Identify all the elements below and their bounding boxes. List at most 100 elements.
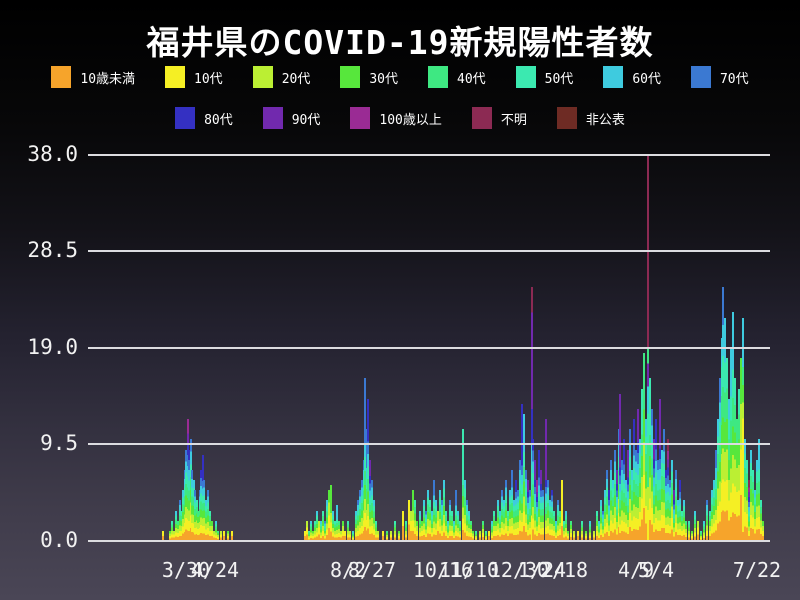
stacked-bar <box>459 521 461 541</box>
stacked-bar <box>540 470 542 541</box>
stacked-bar <box>449 500 451 541</box>
stacked-bar <box>308 531 310 541</box>
stacked-bar <box>669 480 671 541</box>
stacked-bar <box>197 511 199 541</box>
stacked-bar <box>455 490 457 541</box>
stacked-bar <box>748 480 750 541</box>
stacked-bar <box>316 511 318 541</box>
stacked-bar <box>410 511 412 541</box>
stacked-bar <box>752 470 754 541</box>
stacked-bar <box>515 480 517 541</box>
stacked-bar <box>314 521 316 541</box>
stacked-bar <box>629 429 631 541</box>
stacked-bar <box>581 521 583 541</box>
y-tick-label: 38.0 <box>27 142 78 166</box>
stacked-bar <box>441 500 443 541</box>
y-tick-label: 28.5 <box>27 238 78 262</box>
stacked-bar <box>706 500 708 541</box>
stacked-bar <box>310 521 312 541</box>
stacked-bar <box>347 521 349 541</box>
stacked-bar <box>437 511 439 541</box>
stacked-bar <box>462 429 464 541</box>
stacked-bar <box>390 531 392 541</box>
stacked-bar <box>375 521 377 541</box>
stacked-bar <box>336 505 338 541</box>
stacked-bar <box>451 511 453 541</box>
legend-label: 10代 <box>194 71 223 87</box>
stacked-bar <box>643 353 645 541</box>
legend-swatch-icon <box>690 66 711 88</box>
stacked-bar <box>330 485 332 541</box>
stacked-bar <box>425 511 427 541</box>
stacked-bar <box>691 531 693 541</box>
x-tick-label: 1/24 <box>517 558 567 582</box>
x-tick-label: 4/24 <box>190 558 240 582</box>
stacked-bar <box>231 531 233 541</box>
stacked-bar <box>619 394 621 541</box>
stacked-bar <box>318 521 320 541</box>
stacked-bar <box>697 521 699 541</box>
stacked-bar <box>531 287 533 541</box>
legend-label: 90代 <box>291 112 321 128</box>
stacked-bar <box>509 490 511 541</box>
stacked-bar <box>602 511 604 541</box>
stacked-bar <box>185 450 187 541</box>
legend-item: 80代 <box>175 107 233 129</box>
stacked-bar <box>445 511 447 541</box>
stacked-bar <box>532 439 534 541</box>
stacked-bar <box>412 490 414 541</box>
stacked-bar <box>349 531 351 541</box>
stacked-bar <box>475 531 477 541</box>
stacked-bar <box>559 511 561 541</box>
stacked-bar <box>373 500 375 541</box>
stacked-bar <box>553 511 555 541</box>
stacked-bar <box>182 490 184 541</box>
stacked-bar <box>641 389 643 541</box>
stacked-bar <box>188 450 190 541</box>
stacked-bar <box>719 378 721 541</box>
stacked-bar <box>227 531 229 541</box>
stacked-bar <box>746 460 748 541</box>
stacked-bar <box>703 521 705 541</box>
legend-item: 70代 <box>690 66 749 88</box>
x-tick-label: 3/30 <box>161 558 211 582</box>
stacked-bar <box>651 409 653 541</box>
stacked-bar <box>213 531 215 541</box>
legend-label: 30代 <box>369 71 398 87</box>
stacked-bar <box>408 500 410 541</box>
stacked-bar <box>209 511 211 541</box>
stacked-bar <box>625 480 627 541</box>
legend-swatch-icon <box>515 66 536 88</box>
stacked-bar <box>505 480 507 541</box>
stacked-bar <box>545 419 547 541</box>
stacked-bar <box>447 521 449 541</box>
y-tick-label: 19.0 <box>27 335 78 359</box>
x-tick-label: 10/16 <box>412 558 474 582</box>
stacked-bar <box>657 460 659 541</box>
stacked-bar <box>223 531 225 541</box>
stacked-bar <box>555 521 557 541</box>
stacked-bar <box>715 450 717 541</box>
stacked-bar <box>169 531 171 541</box>
stacked-bar <box>482 521 484 541</box>
stacked-bar <box>357 500 359 541</box>
stacked-bar <box>332 511 334 541</box>
stacked-bar <box>326 500 328 541</box>
stacked-bar <box>577 531 579 541</box>
stacked-bar <box>563 521 565 541</box>
stacked-bar <box>523 414 525 541</box>
stacked-bar <box>217 531 219 541</box>
stacked-bar <box>573 531 575 541</box>
stacked-bar <box>709 511 711 541</box>
stacked-bar <box>162 531 164 541</box>
stacked-bar <box>549 500 551 541</box>
stacked-bar <box>623 439 625 541</box>
stacked-bar <box>191 470 193 541</box>
stacked-bar <box>675 470 677 541</box>
stacked-bar <box>598 521 600 541</box>
y-tick-label: 0.0 <box>40 528 78 552</box>
stacked-bar <box>468 511 470 541</box>
stacked-bar <box>671 460 673 541</box>
stacked-bar <box>175 511 177 541</box>
